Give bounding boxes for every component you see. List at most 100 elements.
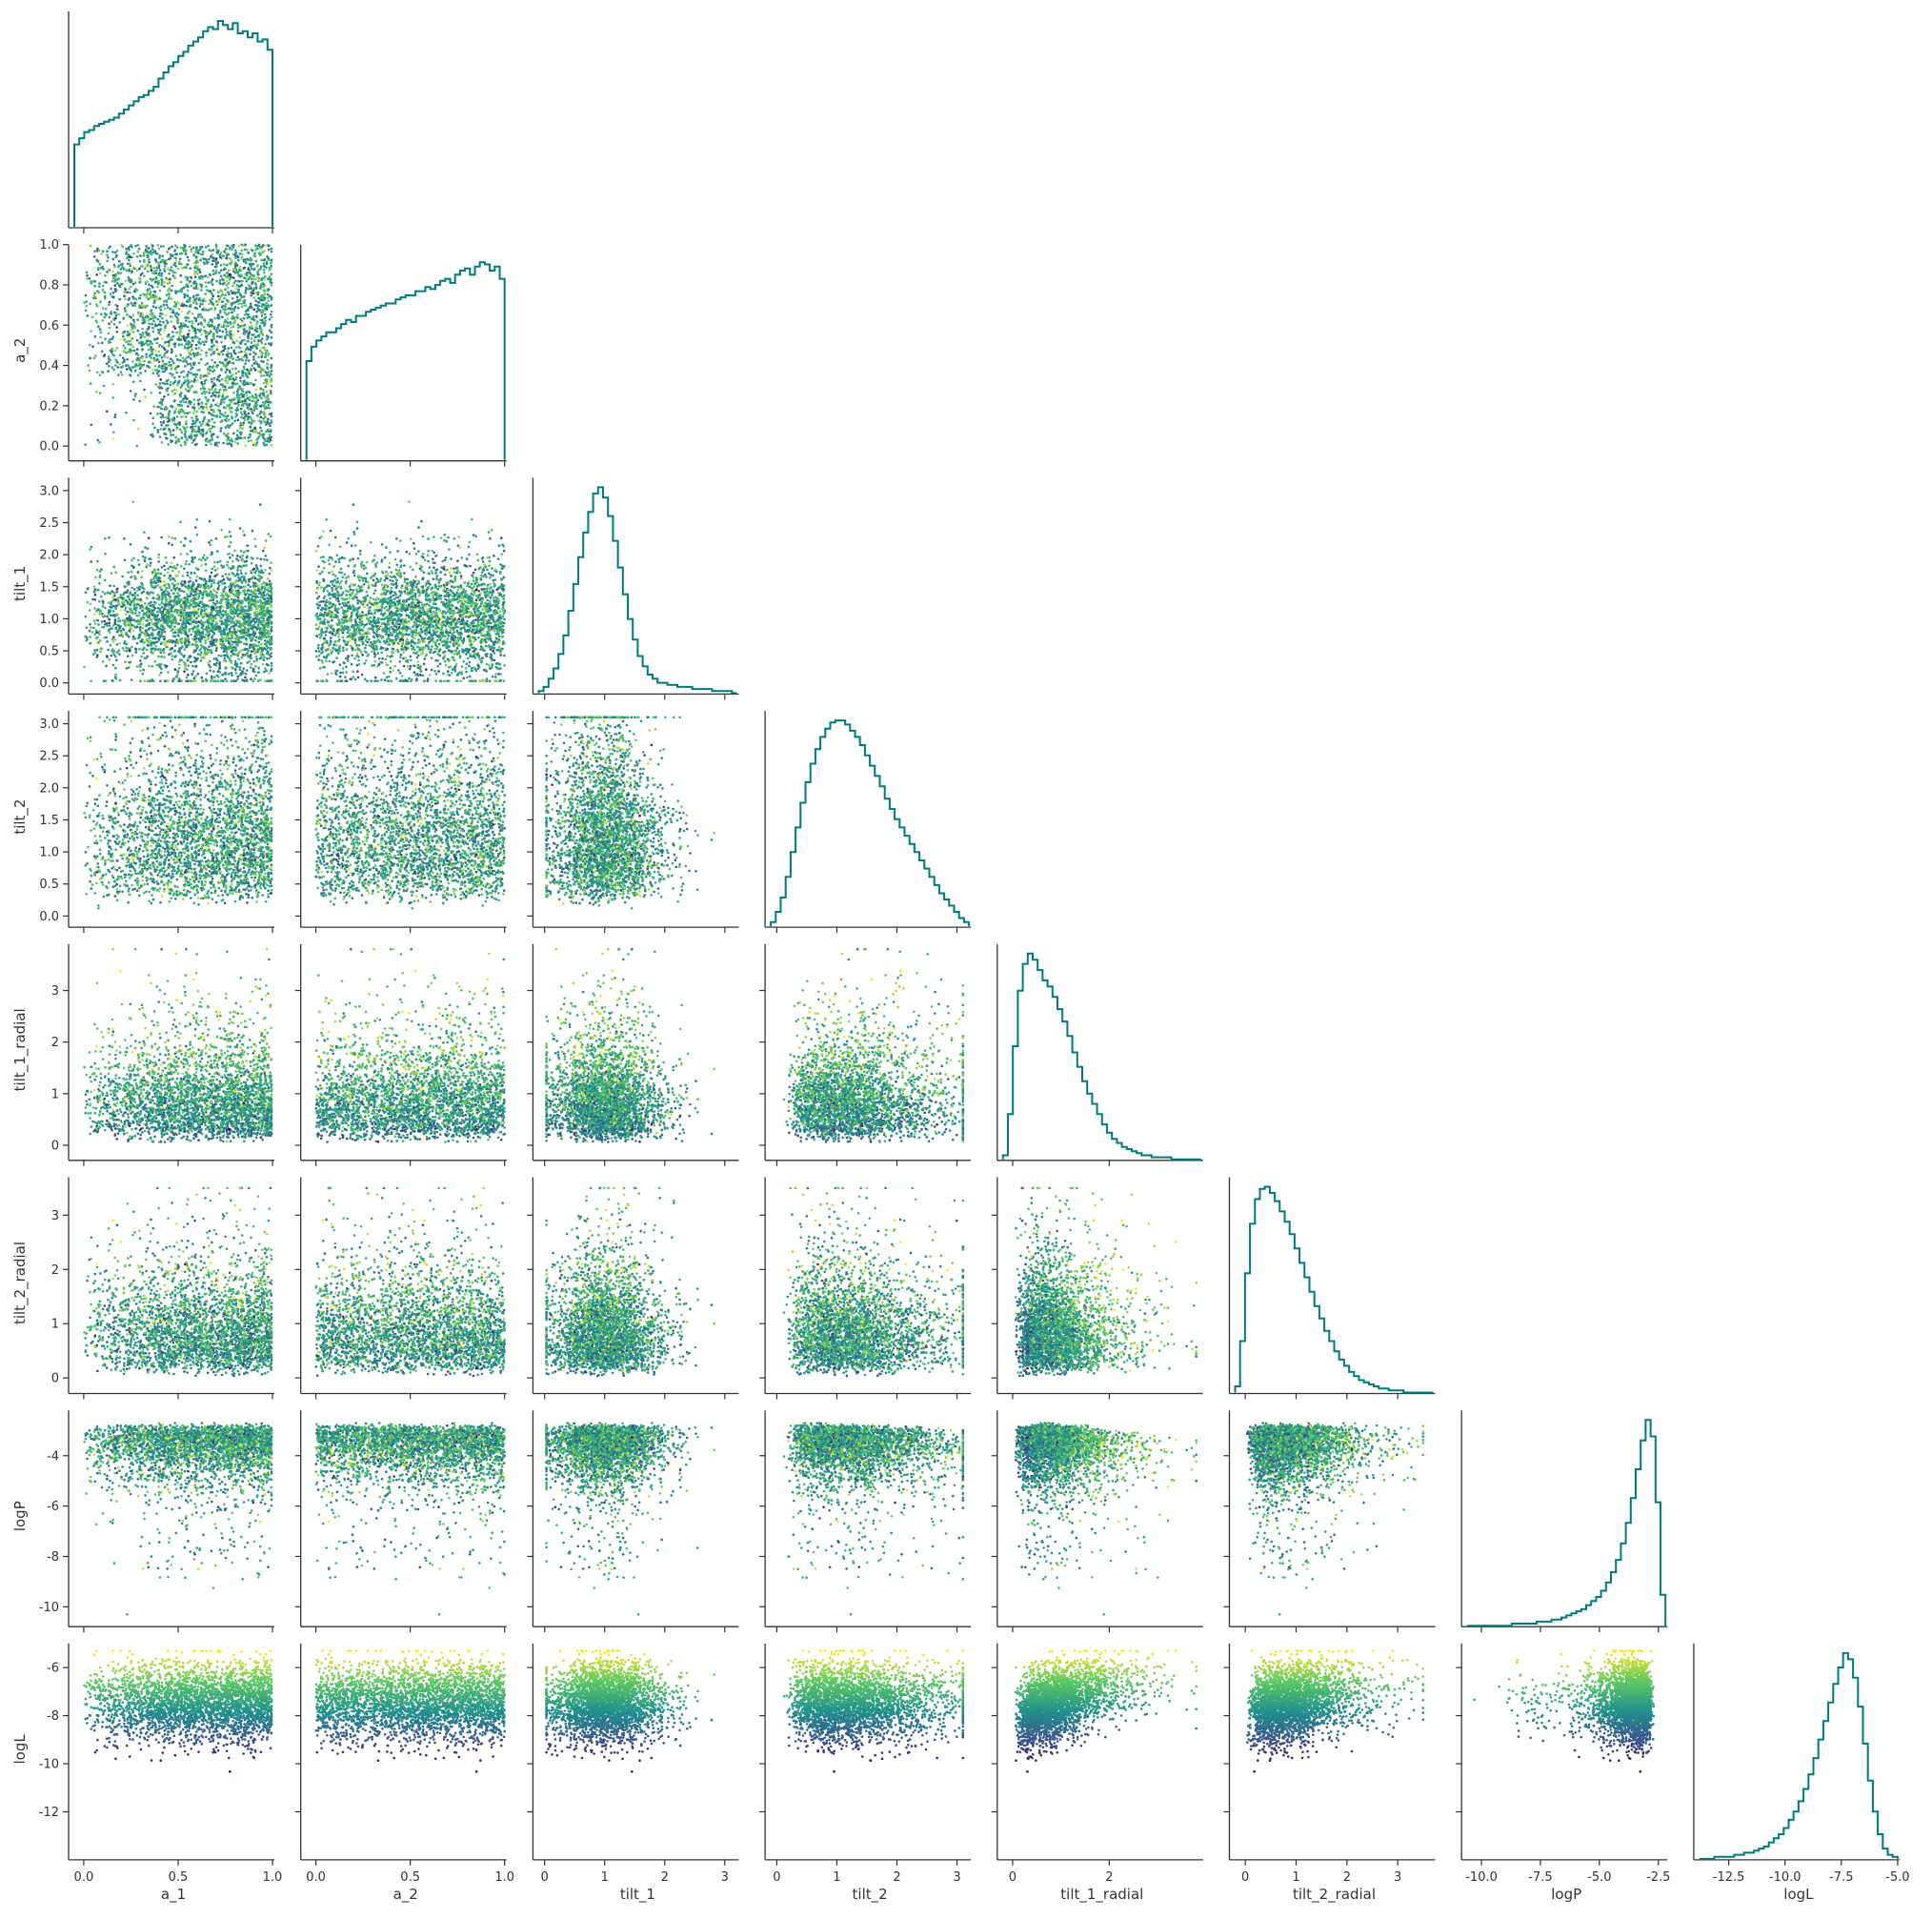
scatter-point <box>252 412 254 414</box>
scatter-point <box>267 293 270 296</box>
scatter-point <box>178 335 181 338</box>
scatter-point <box>174 244 177 247</box>
scatter-point <box>189 246 191 249</box>
scatter-point <box>91 424 93 427</box>
scatter-point <box>266 398 269 401</box>
scatter-point <box>216 435 219 438</box>
scatter-point <box>185 420 188 423</box>
scatter-point <box>192 412 195 414</box>
scatter-point <box>91 345 94 348</box>
scatter-point <box>153 405 156 408</box>
scatter-point <box>126 305 129 308</box>
scatter-point <box>201 381 204 384</box>
scatter-point <box>176 384 179 387</box>
scatter-point <box>210 406 212 409</box>
scatter-point <box>228 387 231 390</box>
scatter-point <box>111 320 113 323</box>
scatter-point <box>180 395 183 398</box>
scatter-point <box>271 326 273 329</box>
scatter-point <box>249 316 252 319</box>
scatter-point <box>172 362 175 365</box>
scatter-point <box>205 246 208 249</box>
scatter-point <box>161 255 164 258</box>
scatter-point <box>246 356 249 359</box>
scatter-point <box>191 248 193 251</box>
scatter-point <box>152 293 155 296</box>
scatter-point <box>244 351 247 354</box>
scatter-point <box>206 374 209 377</box>
scatter-point <box>225 389 228 392</box>
scatter-point <box>170 384 172 387</box>
scatter-point <box>151 323 153 326</box>
scatter-point <box>223 401 226 404</box>
scatter-point <box>215 442 218 445</box>
scatter-point <box>168 419 171 422</box>
scatter-point <box>213 421 216 424</box>
scatter-point <box>112 277 115 280</box>
scatter-point <box>224 293 227 296</box>
scatter-point <box>261 251 264 253</box>
scatter-point <box>110 423 112 426</box>
scatter-point <box>241 374 244 377</box>
scatter-point <box>150 392 152 394</box>
scatter-point <box>166 383 169 386</box>
scatter-point <box>227 381 230 384</box>
scatter-point <box>224 337 227 340</box>
scatter-point <box>252 394 254 397</box>
scatter-point <box>171 285 173 288</box>
scatter-point <box>160 424 163 427</box>
scatter-point <box>181 343 184 346</box>
scatter-point <box>136 318 139 321</box>
scatter-point <box>268 300 271 303</box>
scatter-point <box>245 444 248 447</box>
scatter-point <box>227 286 230 289</box>
scatter-point <box>195 347 198 350</box>
scatter-point <box>161 317 164 320</box>
scatter-point <box>210 443 212 446</box>
scatter-point <box>257 340 260 343</box>
scatter-point <box>211 380 213 383</box>
scatter-point <box>231 297 234 300</box>
scatter-point <box>260 265 263 268</box>
scatter-point <box>198 362 201 365</box>
scatter-point <box>171 320 173 323</box>
scatter-point <box>192 374 195 376</box>
scatter-point <box>123 350 126 353</box>
scatter-point <box>180 338 183 341</box>
scatter-point <box>90 245 92 248</box>
scatter-point <box>208 303 211 306</box>
scatter-point <box>186 305 189 308</box>
scatter-point <box>227 291 230 293</box>
scatter-point <box>266 378 269 381</box>
scatter-point <box>205 444 208 447</box>
scatter-point <box>146 280 149 283</box>
scatter-point <box>244 354 247 357</box>
scatter-point <box>271 415 273 418</box>
scatter-point <box>216 335 219 338</box>
scatter-point <box>170 381 172 384</box>
scatter-point <box>102 307 105 310</box>
scatter-point <box>122 317 125 320</box>
scatter-point <box>175 260 178 263</box>
scatter-point <box>162 245 165 248</box>
scatter-point <box>241 252 244 255</box>
scatter-point <box>264 319 267 322</box>
scatter-point <box>118 363 121 366</box>
scatter-point <box>191 349 193 352</box>
scatter-point <box>101 342 104 345</box>
scatter-point <box>111 251 114 253</box>
scatter-point <box>220 264 223 267</box>
scatter-point <box>229 371 231 374</box>
scatter-point <box>156 244 159 247</box>
scatter-point <box>170 434 172 436</box>
scatter-point <box>265 351 268 354</box>
scatter-point <box>241 414 244 416</box>
scatter-point <box>107 370 110 373</box>
scatter-point <box>219 295 222 298</box>
scatter-point <box>234 415 237 418</box>
scatter-point <box>132 252 135 255</box>
scatter-point <box>231 368 234 371</box>
scatter-point <box>105 281 108 284</box>
scatter-point <box>132 380 135 383</box>
scatter-point <box>213 426 216 429</box>
